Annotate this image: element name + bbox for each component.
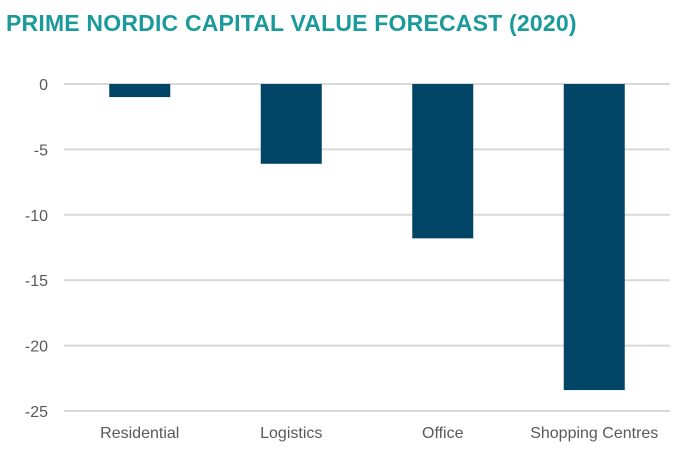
bar-office — [412, 84, 474, 239]
bars — [109, 84, 625, 391]
chart-title: PRIME NORDIC CAPITAL VALUE FORECAST (202… — [6, 10, 577, 36]
x-tick-label: Shopping Centres — [530, 425, 658, 442]
bar-shopping-centres — [563, 84, 625, 391]
x-axis-ticks: Residential Logistics Office Shopping Centr… — [100, 425, 658, 442]
x-tick-label: Logistics — [260, 425, 322, 442]
y-axis-ticks: 0 -5 -10 -15 -20 -25 — [25, 77, 48, 421]
y-tick-label: -15 — [25, 273, 48, 290]
bar-logistics — [260, 84, 322, 164]
x-tick-label: Residential — [100, 425, 179, 442]
y-tick-label: -20 — [25, 339, 48, 356]
y-tick-label: -5 — [34, 142, 48, 159]
bar-residential — [109, 84, 171, 98]
y-tick-label: 0 — [39, 77, 48, 94]
y-tick-label: -25 — [25, 404, 48, 421]
y-tick-label: -10 — [25, 208, 48, 225]
x-tick-label: Office — [422, 425, 464, 442]
